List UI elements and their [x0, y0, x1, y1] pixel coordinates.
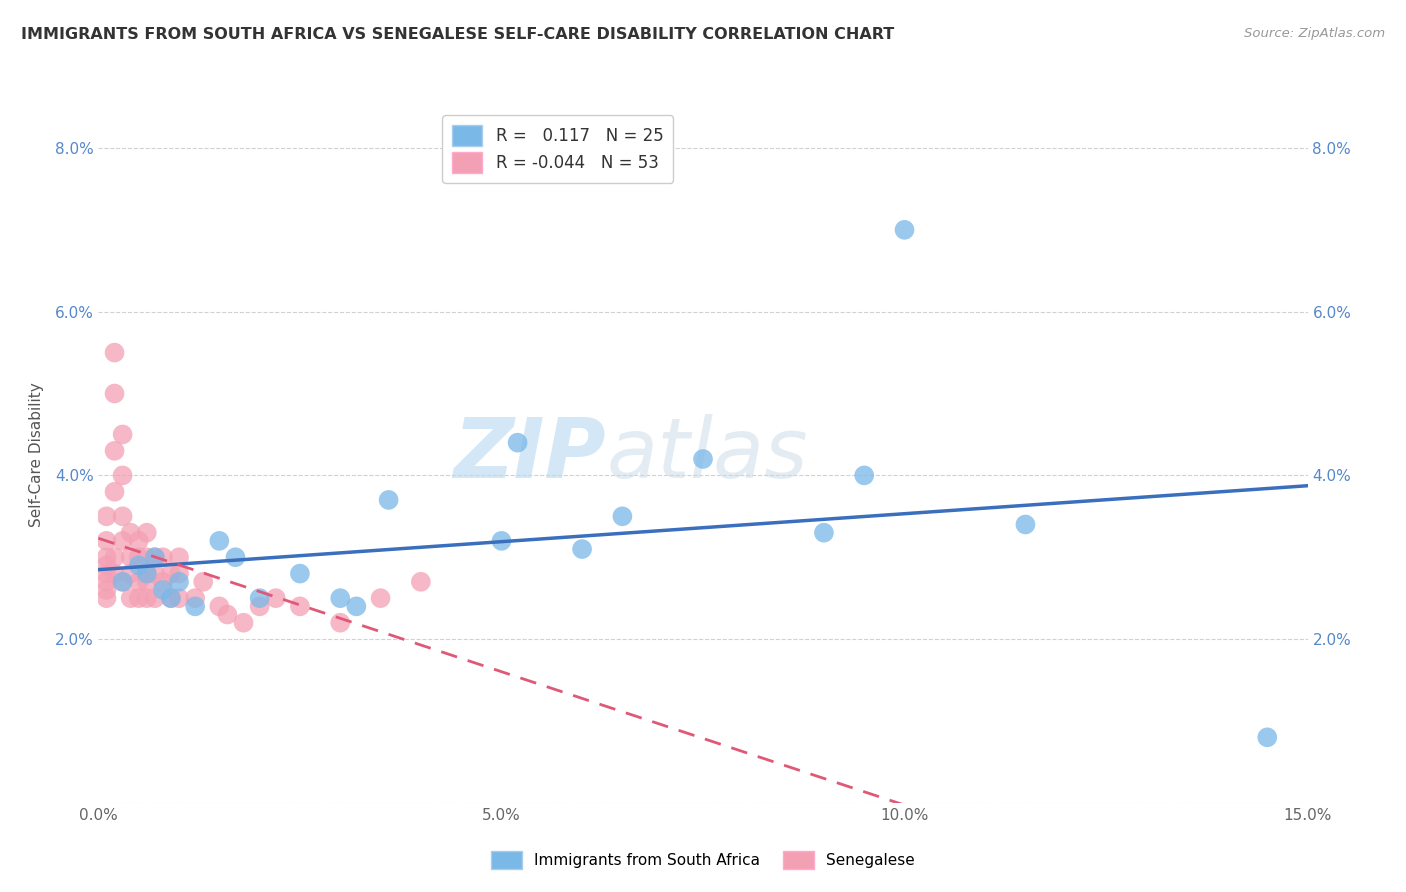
- Point: [853, 468, 876, 483]
- Point: [193, 574, 215, 589]
- Point: [288, 599, 311, 614]
- Point: [160, 566, 183, 581]
- Point: [128, 558, 150, 573]
- Point: [160, 591, 183, 606]
- Point: [491, 533, 513, 548]
- Point: [344, 599, 367, 614]
- Point: [111, 533, 134, 548]
- Text: ZIP: ZIP: [454, 415, 606, 495]
- Point: [506, 435, 529, 450]
- Point: [135, 550, 157, 565]
- Point: [143, 566, 166, 581]
- Point: [120, 591, 142, 606]
- Point: [120, 550, 142, 565]
- Point: [167, 591, 190, 606]
- Legend: R =   0.117   N = 25, R = -0.044   N = 53: R = 0.117 N = 25, R = -0.044 N = 53: [443, 115, 673, 183]
- Point: [208, 599, 231, 614]
- Point: [143, 550, 166, 565]
- Point: [143, 550, 166, 565]
- Point: [370, 591, 392, 606]
- Point: [208, 533, 231, 548]
- Point: [167, 550, 190, 565]
- Point: [224, 550, 246, 565]
- Point: [128, 591, 150, 606]
- Point: [128, 533, 150, 548]
- Text: IMMIGRANTS FROM SOUTH AFRICA VS SENEGALESE SELF-CARE DISABILITY CORRELATION CHAR: IMMIGRANTS FROM SOUTH AFRICA VS SENEGALE…: [21, 27, 894, 42]
- Point: [329, 615, 352, 630]
- Point: [167, 566, 190, 581]
- Point: [249, 591, 271, 606]
- Point: [409, 574, 432, 589]
- Point: [111, 574, 134, 589]
- Point: [103, 345, 125, 359]
- Text: Source: ZipAtlas.com: Source: ZipAtlas.com: [1244, 27, 1385, 40]
- Point: [128, 574, 150, 589]
- Point: [377, 492, 399, 507]
- Point: [232, 615, 254, 630]
- Point: [288, 566, 311, 581]
- Point: [152, 574, 174, 589]
- Point: [103, 484, 125, 499]
- Point: [143, 591, 166, 606]
- Point: [111, 427, 134, 442]
- Point: [96, 558, 118, 573]
- Point: [893, 223, 915, 237]
- Point: [103, 550, 125, 565]
- Y-axis label: Self-Care Disability: Self-Care Disability: [28, 383, 44, 527]
- Point: [217, 607, 239, 622]
- Point: [135, 566, 157, 581]
- Point: [135, 574, 157, 589]
- Point: [111, 468, 134, 483]
- Text: atlas: atlas: [606, 415, 808, 495]
- Point: [103, 386, 125, 401]
- Point: [96, 566, 118, 581]
- Point: [813, 525, 835, 540]
- Point: [103, 566, 125, 581]
- Point: [111, 574, 134, 589]
- Point: [152, 550, 174, 565]
- Point: [249, 599, 271, 614]
- Point: [1256, 731, 1278, 745]
- Point: [135, 591, 157, 606]
- Point: [128, 550, 150, 565]
- Point: [184, 591, 207, 606]
- Point: [120, 525, 142, 540]
- Legend: Immigrants from South Africa, Senegalese: Immigrants from South Africa, Senegalese: [485, 845, 921, 875]
- Point: [167, 574, 190, 589]
- Point: [135, 566, 157, 581]
- Point: [120, 566, 142, 581]
- Point: [96, 533, 118, 548]
- Point: [152, 582, 174, 597]
- Point: [160, 591, 183, 606]
- Point: [135, 525, 157, 540]
- Point: [264, 591, 287, 606]
- Point: [96, 574, 118, 589]
- Point: [1014, 517, 1036, 532]
- Point: [96, 591, 118, 606]
- Point: [329, 591, 352, 606]
- Point: [692, 452, 714, 467]
- Point: [612, 509, 634, 524]
- Point: [96, 509, 118, 524]
- Point: [103, 443, 125, 458]
- Point: [111, 509, 134, 524]
- Point: [184, 599, 207, 614]
- Point: [571, 542, 593, 557]
- Point: [96, 582, 118, 597]
- Point: [96, 550, 118, 565]
